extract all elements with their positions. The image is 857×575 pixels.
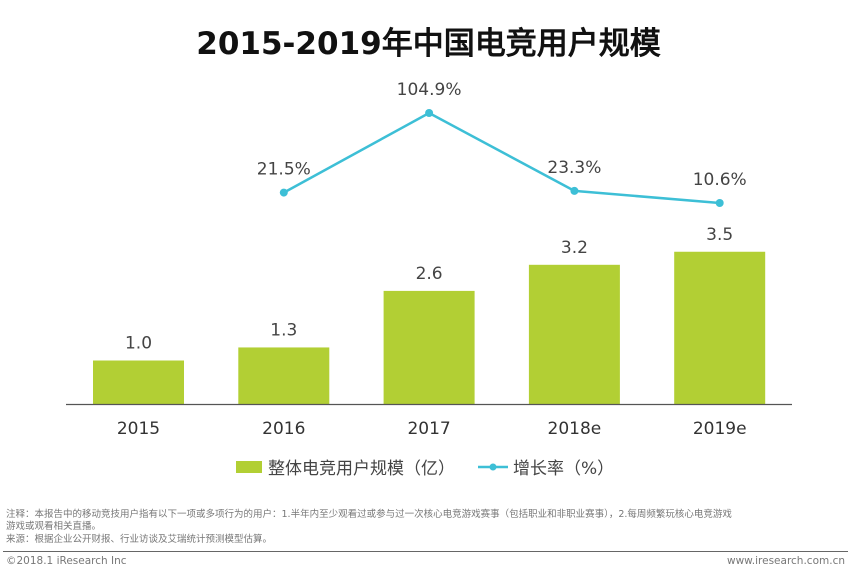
growth-rate-point <box>570 186 579 195</box>
x-tick-label: 2018e <box>548 419 602 439</box>
growth-rate-label: 23.3% <box>547 158 601 178</box>
bar-value-label: 3.2 <box>561 238 588 258</box>
bar-value-label: 1.3 <box>270 320 297 340</box>
growth-rate-line <box>283 111 720 205</box>
legend-marker-growth-rate <box>489 463 497 471</box>
legend-swatch-user-scale <box>236 461 262 473</box>
x-tick-label: 2019e <box>693 419 747 439</box>
growth-rate-point <box>279 188 288 197</box>
footer-divider <box>3 551 848 552</box>
x-tick-label: 2015 <box>117 419 160 439</box>
x-tick-label: 2016 <box>262 419 305 439</box>
growth-rate-label: 10.6% <box>693 170 747 190</box>
copyright: ©2018.1 iResearch Inc <box>6 555 127 567</box>
bar <box>674 251 766 404</box>
bar <box>238 347 330 404</box>
chart-canvas: 1.0 1.3 2.6 3.2 3.5 2015 2016 2017 2018e 2019e 2… <box>66 80 792 479</box>
growth-rate-point <box>425 109 434 117</box>
growth-rate-label: 21.5% <box>257 160 311 180</box>
legend-label-growth-rate: 增长率（%） <box>513 459 614 479</box>
bar-value-label: 1.0 <box>125 334 152 354</box>
bar <box>383 290 475 404</box>
bar-value-label: 2.6 <box>416 264 443 284</box>
x-tick-label: 2017 <box>407 419 450 439</box>
bar <box>528 264 620 404</box>
growth-rate-point <box>715 199 724 207</box>
chart-title: 2015-2019年中国电竞用户规模 <box>196 26 661 62</box>
growth-rate-label: 104.9% <box>397 80 462 100</box>
bar <box>93 360 184 404</box>
website: www.iresearch.com.cn <box>726 555 845 567</box>
bar-value-label: 3.5 <box>706 225 733 245</box>
footnote-note: 注释：本报告中的移动竞技用户指有以下一项或多项行为的用户：1.半年内至少观看过或… <box>6 509 732 520</box>
footnote-source: 来源：根据企业公开财报、行业访谈及艾瑞统计预测模型估算。 <box>6 534 273 545</box>
legend-label-user-scale: 整体电竞用户规模（亿） <box>268 459 455 479</box>
footnote-note-continued: 游戏或观看相关直播。 <box>6 521 102 532</box>
